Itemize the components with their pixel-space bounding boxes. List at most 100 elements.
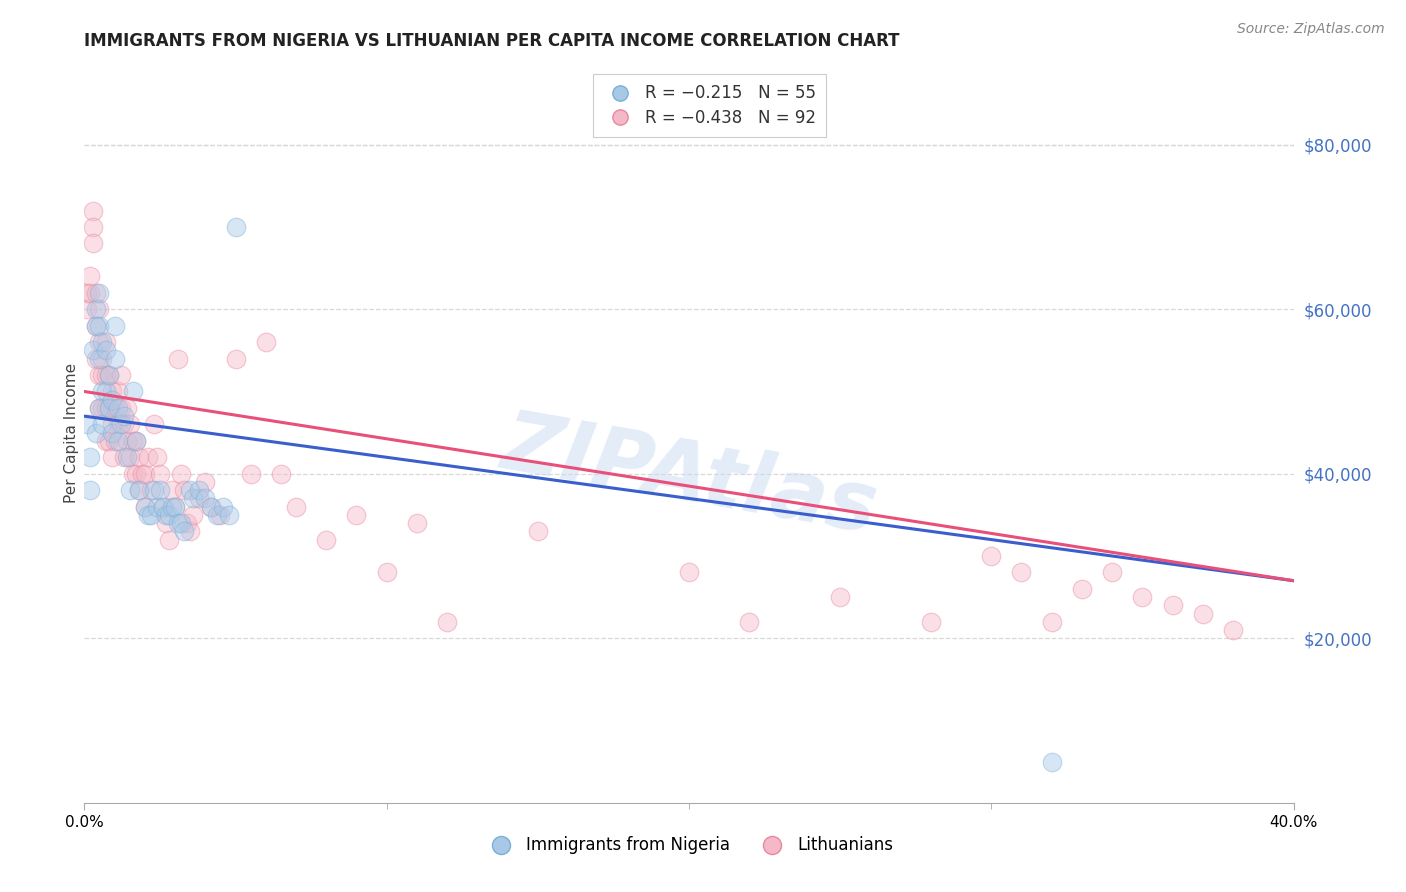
- Point: [200, 500, 222, 514]
- Point: [94, 384, 117, 399]
- Point: [167, 516, 190, 530]
- Point: [436, 615, 458, 629]
- Point: [209, 508, 232, 522]
- Point: [107, 434, 129, 448]
- Point: [110, 401, 132, 415]
- Point: [155, 516, 177, 530]
- Point: [76, 302, 98, 317]
- Point: [86, 425, 108, 440]
- Point: [118, 450, 141, 465]
- Point: [94, 368, 117, 382]
- Point: [1071, 582, 1094, 596]
- Point: [94, 335, 117, 350]
- Point: [86, 318, 108, 333]
- Point: [97, 368, 120, 382]
- Point: [920, 615, 942, 629]
- Point: [104, 434, 127, 448]
- Point: [194, 491, 217, 506]
- Point: [1192, 607, 1215, 621]
- Point: [82, 343, 104, 358]
- Point: [112, 409, 135, 424]
- Point: [79, 269, 101, 284]
- Point: [1161, 599, 1184, 613]
- Point: [170, 467, 193, 481]
- Point: [346, 508, 368, 522]
- Point: [207, 508, 229, 522]
- Point: [97, 368, 120, 382]
- Point: [91, 335, 114, 350]
- Point: [86, 302, 108, 317]
- Point: [128, 483, 150, 498]
- Point: [118, 417, 141, 432]
- Point: [134, 500, 156, 514]
- Point: [142, 483, 165, 498]
- Point: [121, 434, 143, 448]
- Point: [100, 425, 122, 440]
- Point: [121, 467, 143, 481]
- Point: [125, 434, 148, 448]
- Point: [91, 384, 114, 399]
- Point: [270, 467, 292, 481]
- Point: [91, 351, 114, 366]
- Point: [82, 203, 104, 218]
- Point: [830, 590, 852, 604]
- Point: [91, 417, 114, 432]
- Point: [212, 500, 235, 514]
- Point: [112, 417, 135, 432]
- Point: [170, 516, 193, 530]
- Point: [89, 368, 111, 382]
- Point: [115, 450, 138, 465]
- Point: [188, 483, 211, 498]
- Point: [218, 508, 240, 522]
- Point: [100, 450, 122, 465]
- Point: [1011, 566, 1033, 580]
- Point: [1040, 755, 1063, 769]
- Point: [100, 417, 122, 432]
- Point: [738, 615, 761, 629]
- Point: [79, 483, 101, 498]
- Point: [142, 417, 165, 432]
- Point: [128, 483, 150, 498]
- Point: [181, 508, 204, 522]
- Point: [128, 450, 150, 465]
- Point: [1040, 615, 1063, 629]
- Point: [239, 467, 262, 481]
- Point: [160, 500, 183, 514]
- Point: [104, 401, 127, 415]
- Point: [134, 500, 156, 514]
- Point: [104, 318, 127, 333]
- Point: [89, 401, 111, 415]
- Point: [131, 467, 153, 481]
- Text: ZIPAtlas: ZIPAtlas: [495, 404, 883, 549]
- Point: [980, 549, 1002, 563]
- Point: [91, 401, 114, 415]
- Point: [118, 483, 141, 498]
- Point: [152, 500, 174, 514]
- Point: [155, 508, 177, 522]
- Point: [107, 401, 129, 415]
- Point: [157, 508, 180, 522]
- Point: [225, 219, 247, 234]
- Point: [110, 368, 132, 382]
- Point: [254, 335, 277, 350]
- Point: [1130, 590, 1153, 604]
- Point: [121, 384, 143, 399]
- Point: [179, 524, 201, 539]
- Point: [173, 524, 195, 539]
- Point: [188, 491, 211, 506]
- Point: [181, 491, 204, 506]
- Point: [194, 475, 217, 489]
- Point: [112, 450, 135, 465]
- Point: [110, 417, 132, 432]
- Point: [97, 434, 120, 448]
- Point: [86, 318, 108, 333]
- Point: [79, 285, 101, 300]
- Y-axis label: Per Capita Income: Per Capita Income: [63, 362, 79, 503]
- Legend: Immigrants from Nigeria, Lithuanians: Immigrants from Nigeria, Lithuanians: [478, 830, 900, 861]
- Point: [107, 384, 129, 399]
- Point: [160, 483, 183, 498]
- Point: [94, 434, 117, 448]
- Point: [176, 516, 198, 530]
- Point: [94, 343, 117, 358]
- Point: [89, 401, 111, 415]
